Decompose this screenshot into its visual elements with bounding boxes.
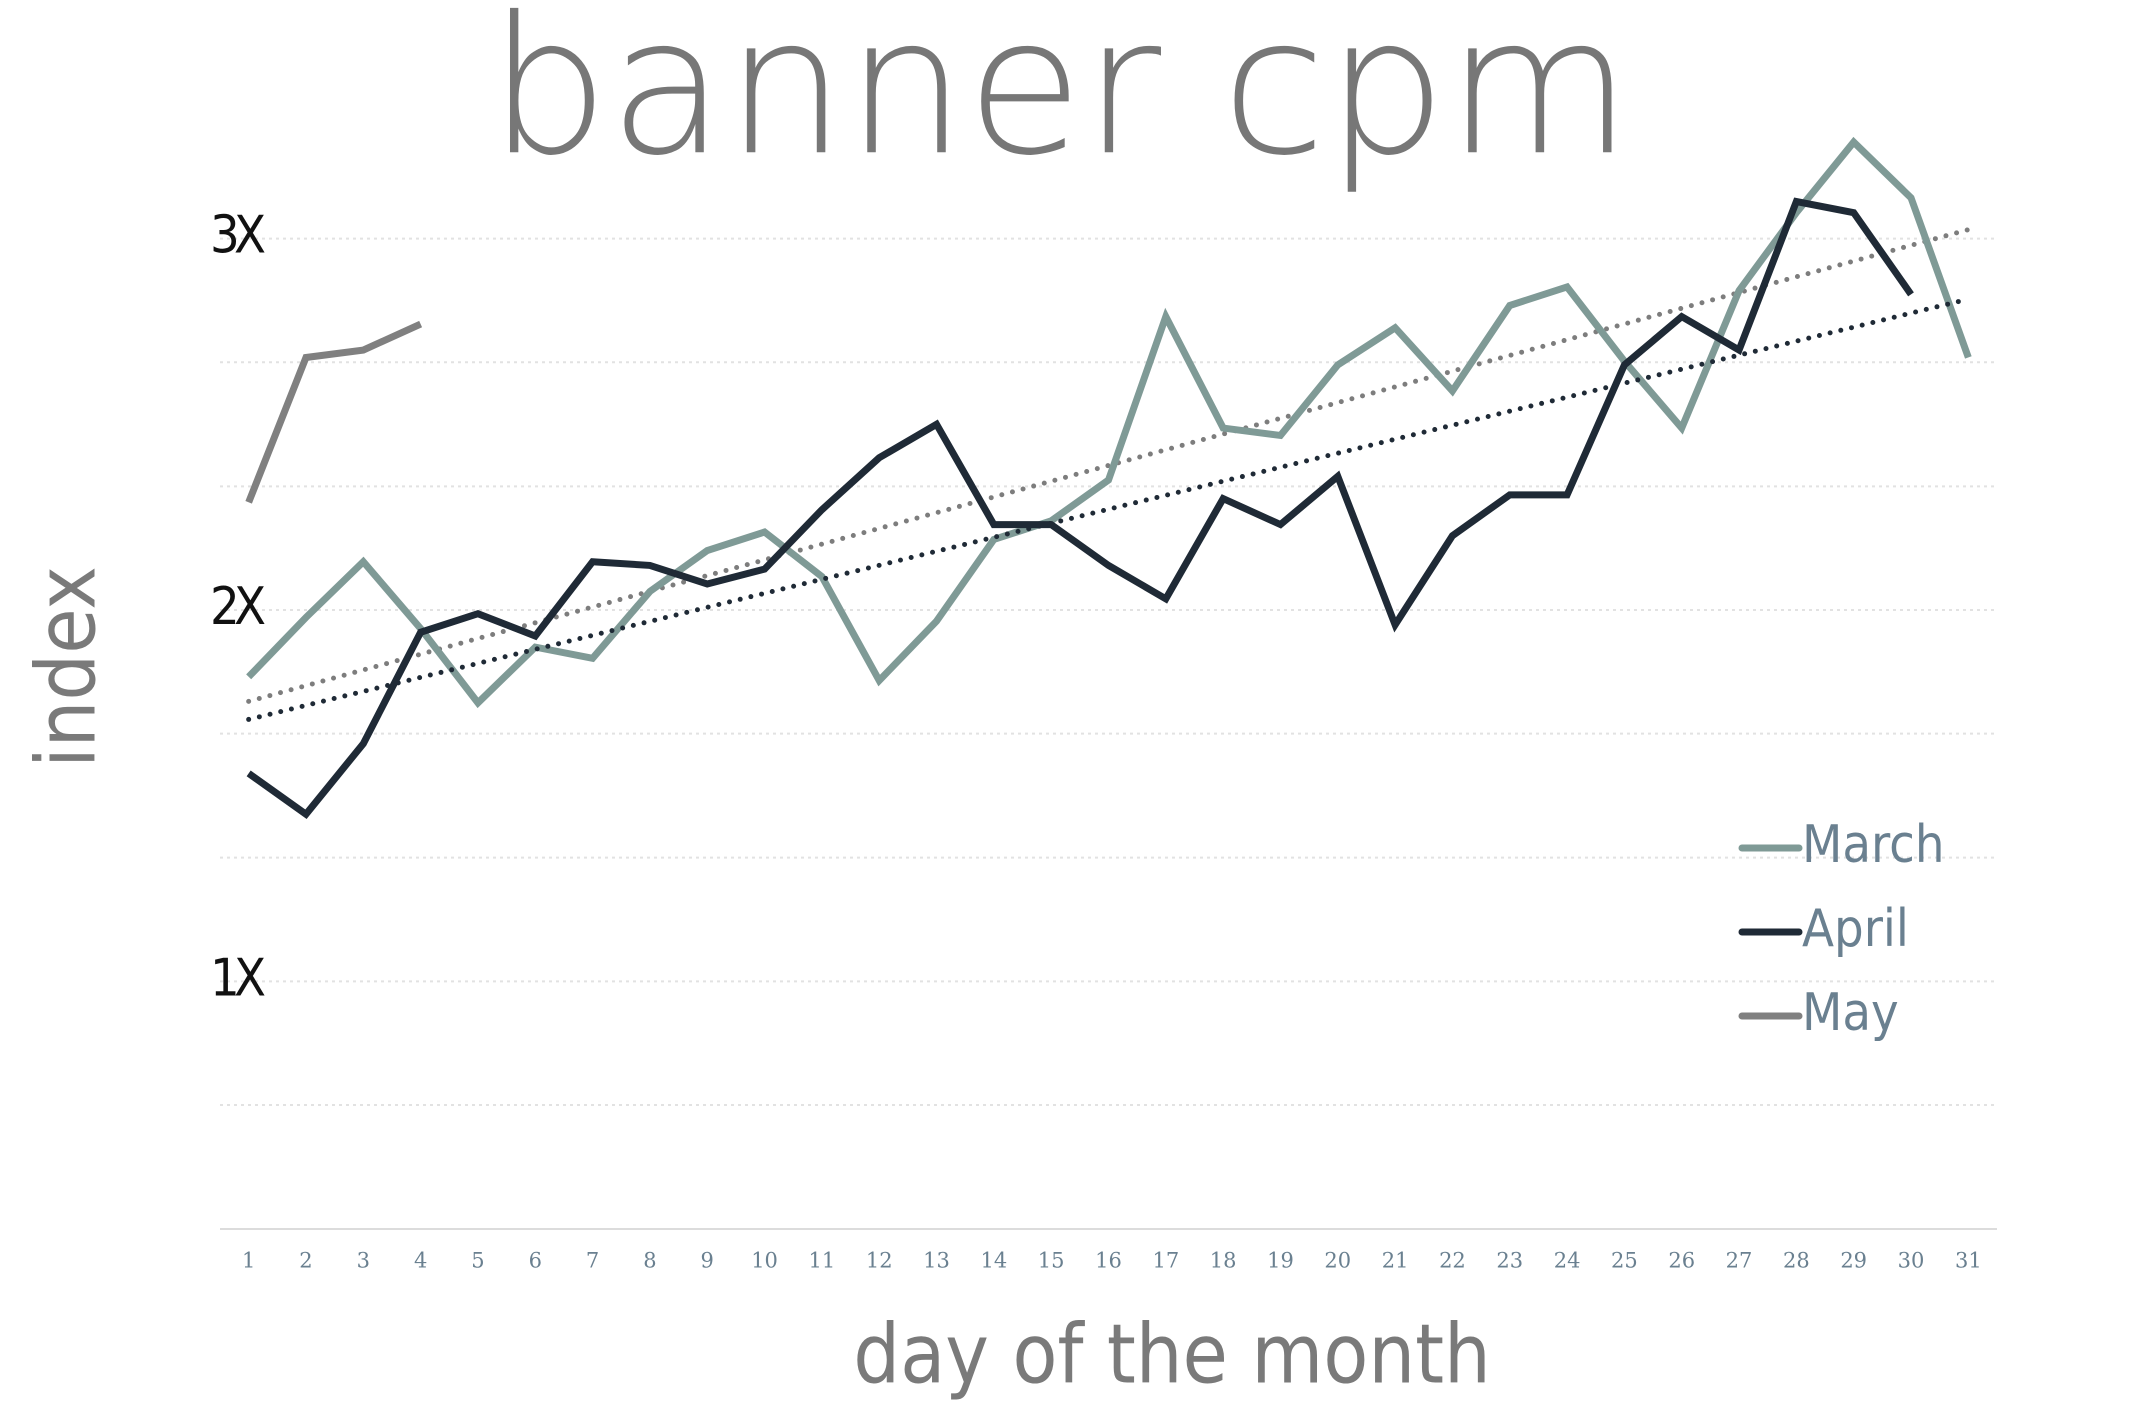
x-tick-label: 4 [414,1249,427,1273]
x-tick-label: 26 [1668,1249,1695,1273]
x-tick-label: 20 [1324,1249,1351,1273]
x-tick-label: 17 [1152,1249,1179,1273]
x-tick-label: 23 [1496,1249,1523,1273]
x-tick-label: 19 [1267,1249,1294,1273]
x-tick-label: 21 [1382,1249,1409,1273]
series-line [246,136,1972,709]
x-tick-label: 29 [1840,1249,1867,1273]
y-axis-label: index [19,566,114,768]
x-tick-label: 30 [1898,1249,1925,1273]
x-tick-label: 22 [1439,1249,1466,1273]
chart-title: banner cpm [488,0,1631,197]
x-tick-label: 10 [751,1249,778,1273]
series-line [245,320,423,504]
x-tick-label: 7 [586,1249,599,1273]
x-tick-label: 1 [242,1249,255,1273]
x-tick-label: 27 [1726,1249,1753,1273]
y-tick-label: 1X [210,948,266,1008]
x-tick-label: 13 [923,1249,950,1273]
x-tick-label: 28 [1783,1249,1810,1273]
y-tick-label: 3X [210,206,266,266]
x-tick-label: 5 [471,1249,484,1273]
x-tick-label: 9 [701,1249,714,1273]
y-tick-label: 2X [210,577,266,637]
x-tick-label: 31 [1955,1249,1982,1273]
x-tick-label: 8 [643,1249,656,1273]
series-line [246,197,1914,819]
x-axis-label: day of the month [853,1307,1491,1402]
x-tick-label: 24 [1554,1249,1581,1273]
x-tick-label: 14 [980,1249,1007,1273]
x-tick-label: 12 [866,1249,893,1273]
x-tick-label: 11 [809,1249,836,1273]
legend-label: May [1802,983,1899,1043]
trendline [246,227,1971,704]
trendline [246,296,1971,722]
x-tick-label: 18 [1210,1249,1237,1273]
legend-label: April [1802,899,1909,959]
x-tick-label: 25 [1611,1249,1638,1273]
x-tick-label: 15 [1038,1249,1065,1273]
x-tick-label: 3 [357,1249,370,1273]
legend-label: March [1802,815,1945,875]
x-tick-label: 16 [1095,1249,1122,1273]
x-tick-label: 2 [299,1249,312,1273]
x-tick-label: 6 [529,1249,542,1273]
